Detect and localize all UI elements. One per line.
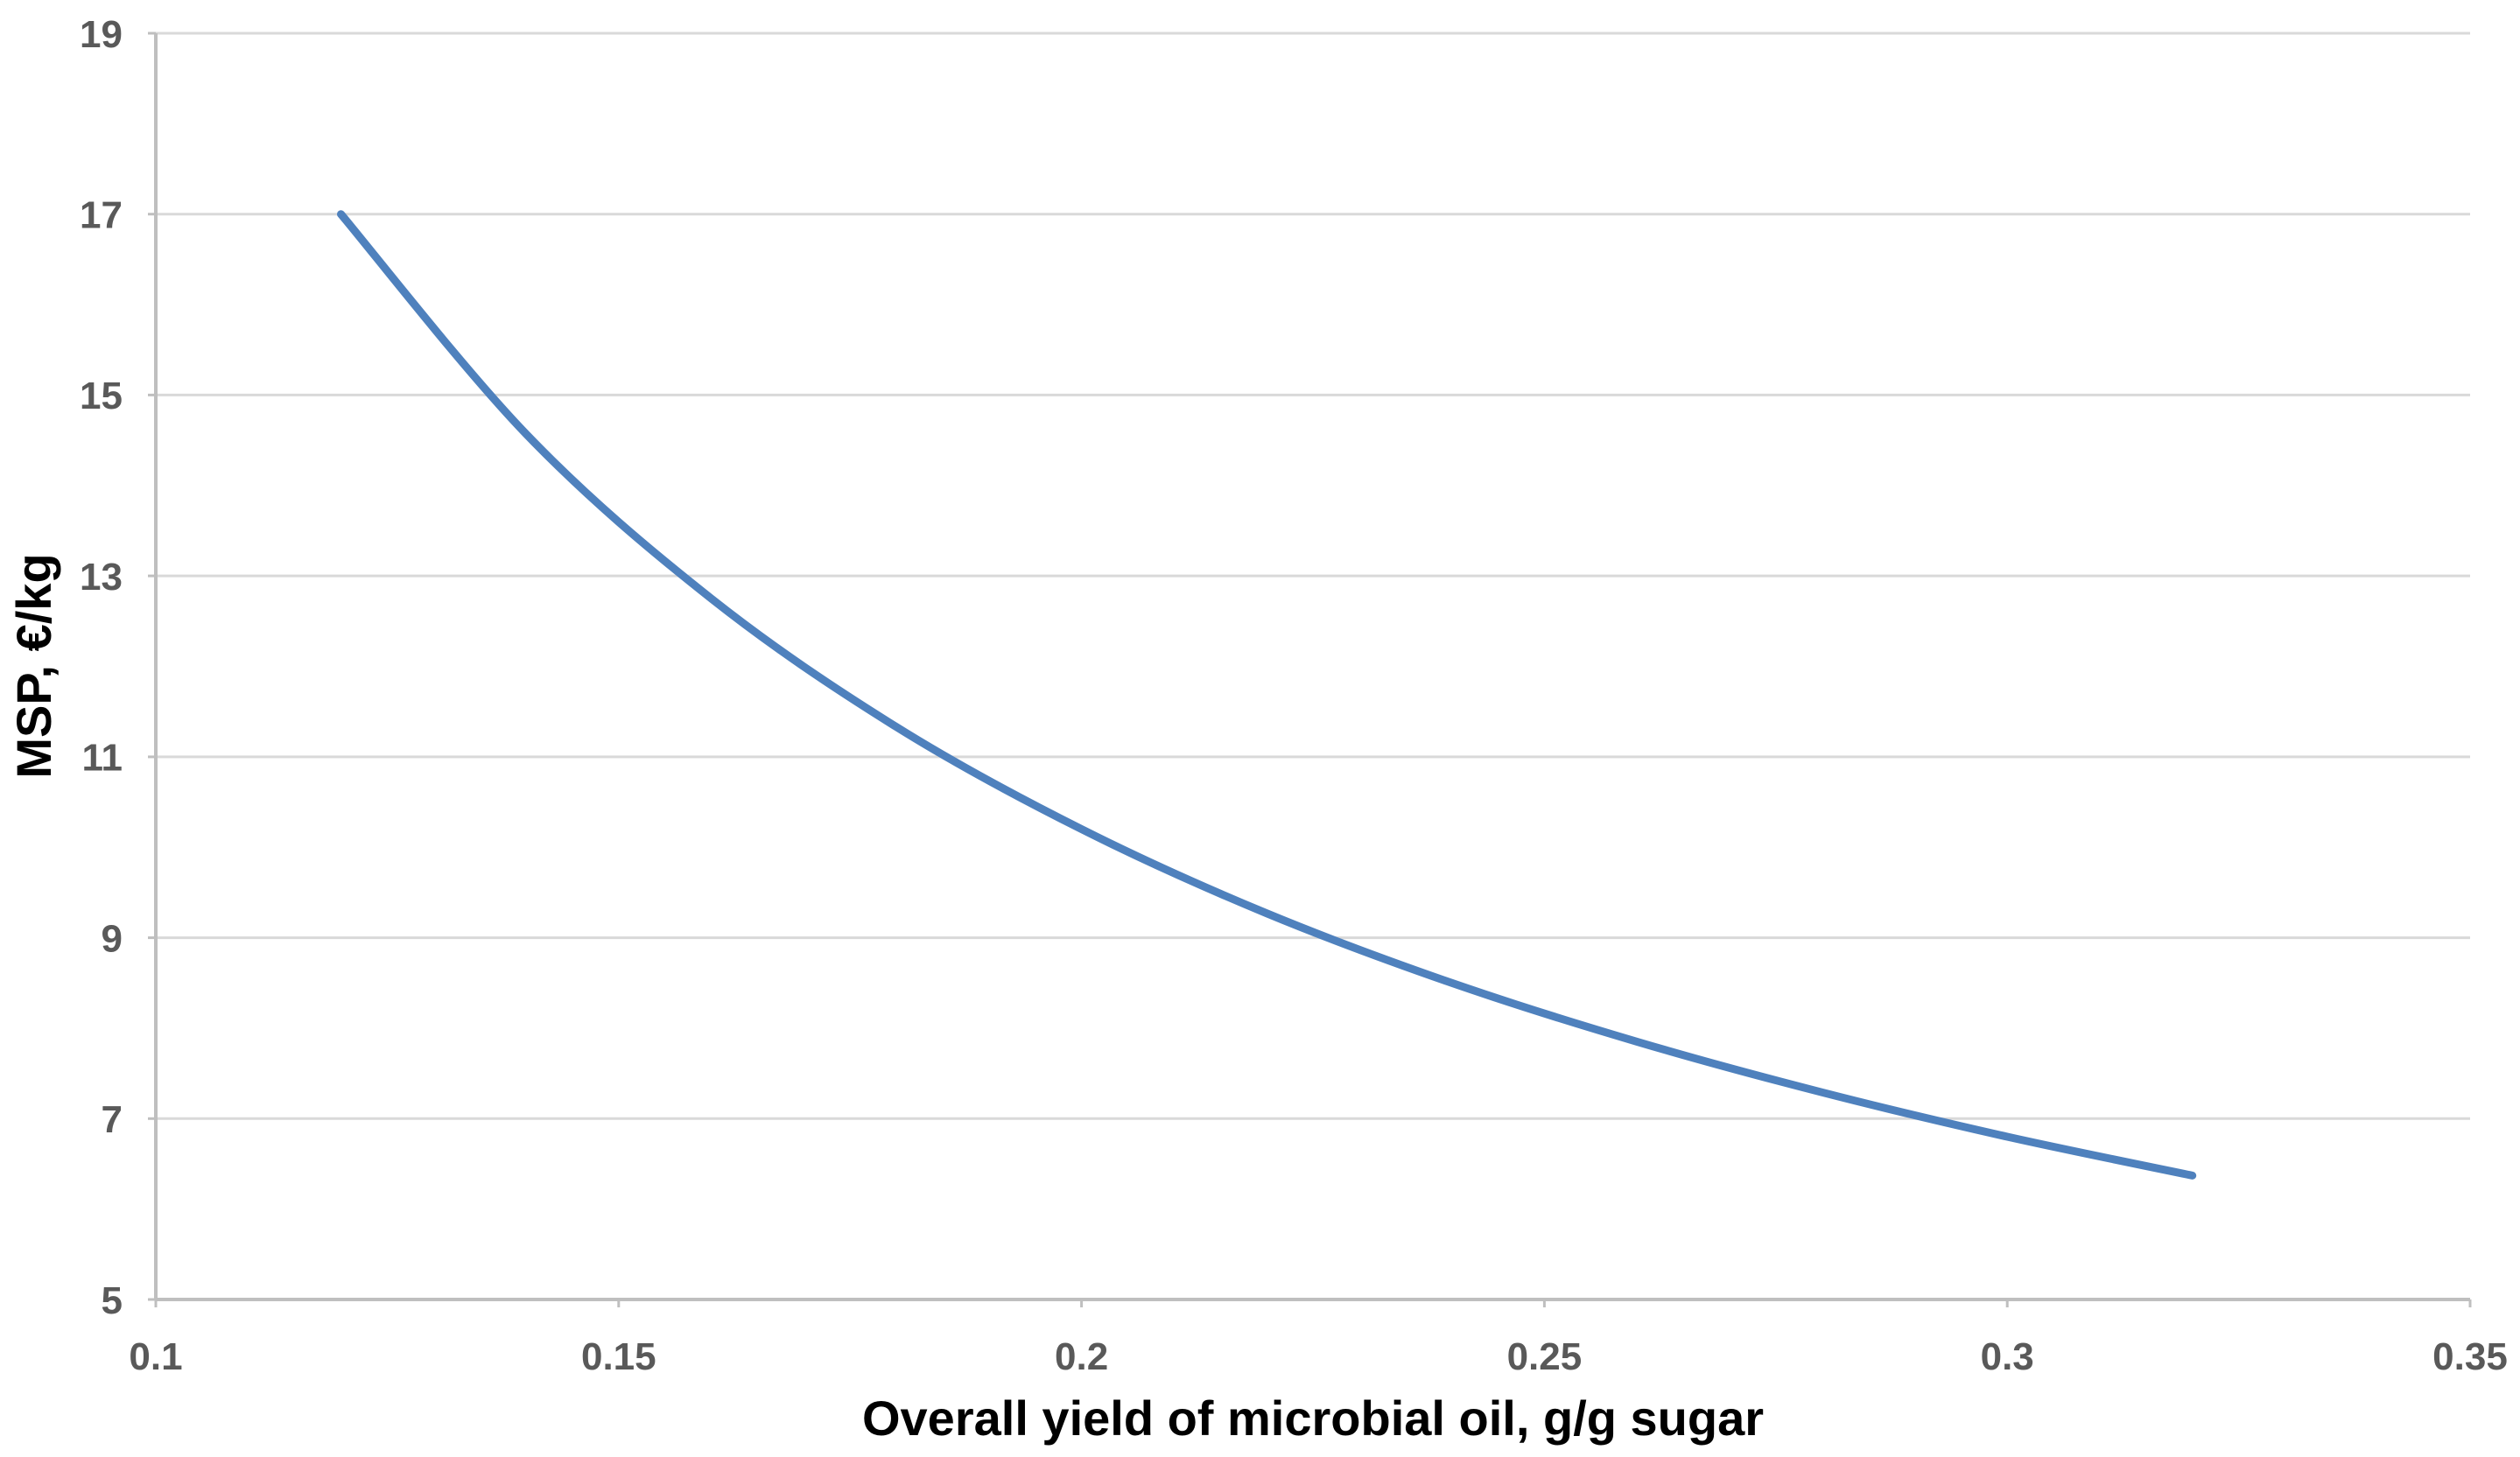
series-line <box>337 210 2197 1180</box>
y-tick-label: 17 <box>80 194 123 237</box>
y-tick-label: 5 <box>102 1279 123 1322</box>
y-tick-label: 13 <box>80 556 123 599</box>
gridlines <box>156 32 2470 1120</box>
x-tick-label: 0.15 <box>581 1335 656 1378</box>
x-tick-label: 0.35 <box>2432 1335 2508 1378</box>
y-tick-label: 15 <box>80 375 123 417</box>
y-tick-label: 9 <box>102 917 123 960</box>
tick-labels: 5 7 9 11 13 15 17 19 0.1 0.15 0.2 0.25 0.3 0.35 <box>80 13 2508 1378</box>
x-tick-label: 0.2 <box>1055 1335 1108 1378</box>
x-tick-label: 0.25 <box>1507 1335 1583 1378</box>
y-tick-label: 11 <box>81 737 123 780</box>
y-axis-title: MSP, €/kg <box>6 553 61 778</box>
x-tick-label: 0.3 <box>1981 1335 2034 1378</box>
series-layer <box>337 210 2197 1180</box>
x-axis-title: Overall yield of microbial oil, g/g suga… <box>862 1390 1764 1446</box>
axis-ticks <box>148 32 2472 1307</box>
y-tick-label: 7 <box>102 1098 123 1141</box>
x-tick-label: 0.1 <box>129 1335 182 1378</box>
y-tick-label: 19 <box>80 13 123 56</box>
axes <box>154 33 2470 1301</box>
